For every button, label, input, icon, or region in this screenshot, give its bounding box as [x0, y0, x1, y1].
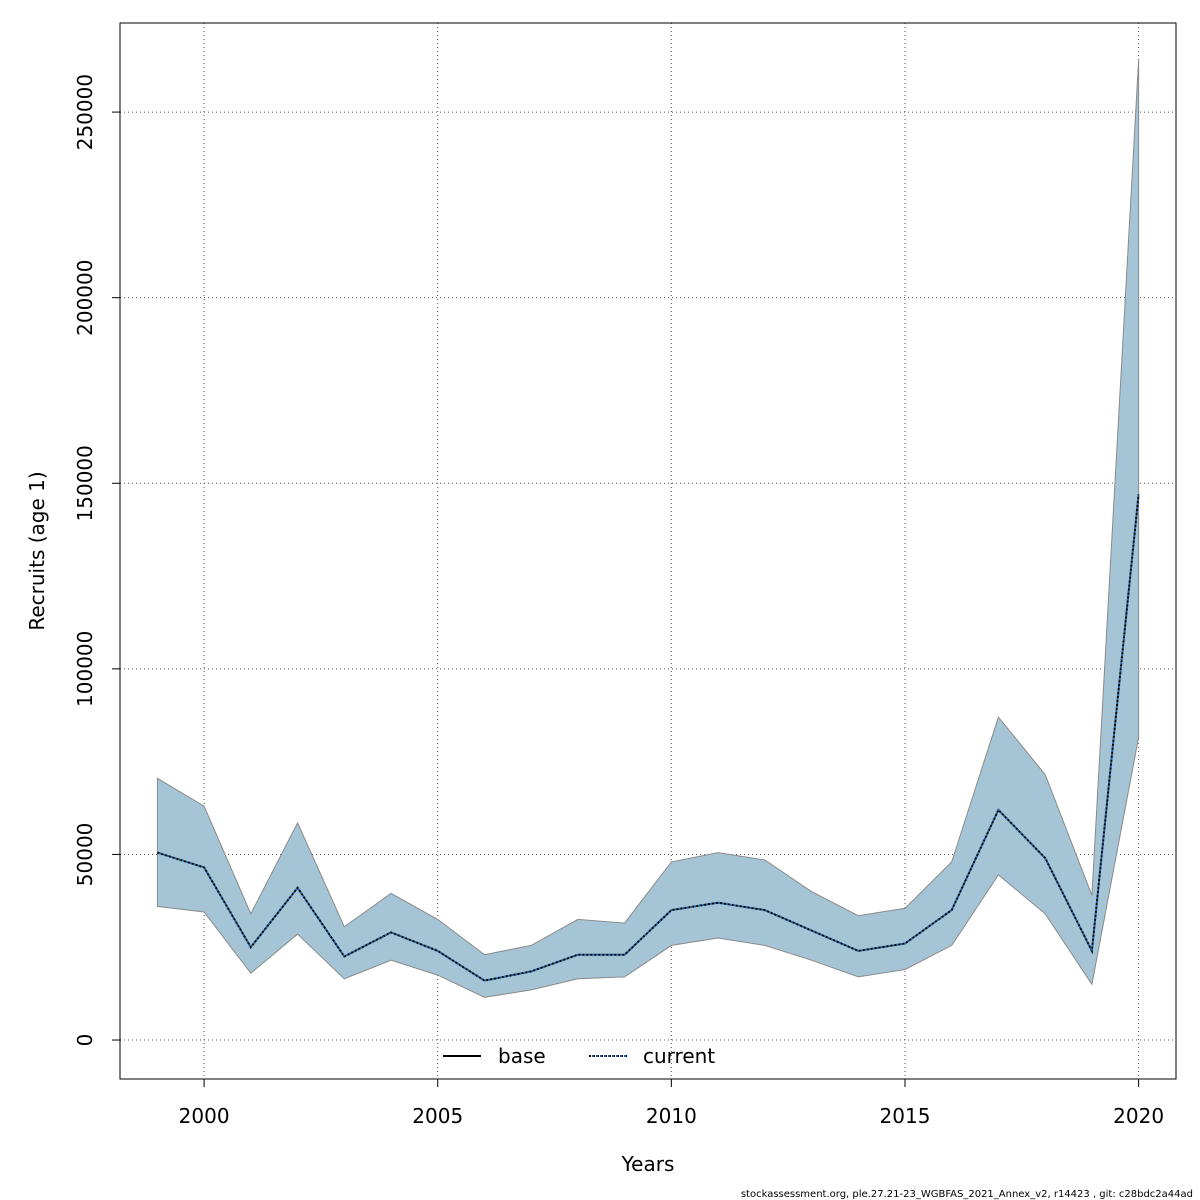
y-tick-label: 250000 [73, 74, 97, 150]
legend-label-current: current [643, 1044, 715, 1068]
x-tick-label: 2015 [880, 1104, 931, 1128]
x-tick-label: 2010 [646, 1104, 697, 1128]
y-tick-label: 150000 [73, 445, 97, 521]
x-tick-label: 2000 [179, 1104, 230, 1128]
y-tick-label: 100000 [73, 631, 97, 707]
x-axis: 2000 2005 2010 2015 2020 [179, 1079, 1164, 1128]
x-tick-label: 2020 [1113, 1104, 1164, 1128]
x-axis-title: Years [621, 1152, 675, 1176]
y-tick-label: 200000 [73, 260, 97, 336]
legend: base current [443, 1044, 715, 1068]
series-line-current [157, 494, 1140, 982]
x-tick-label: 2005 [412, 1104, 463, 1128]
y-axis: 0 50000 100000 150000 200000 250000 [73, 74, 120, 1046]
confidence-band [156, 60, 1140, 998]
y-axis-title: Recruits (age 1) [25, 471, 49, 630]
footer-note: stockassessment.org, ple.27.21-23_WGBFAS… [741, 1189, 1193, 1200]
plot-frame [119, 22, 1177, 1080]
y-tick-label: 50000 [73, 823, 97, 887]
legend-label-base: base [498, 1044, 546, 1068]
y-tick-label: 0 [73, 1034, 97, 1047]
